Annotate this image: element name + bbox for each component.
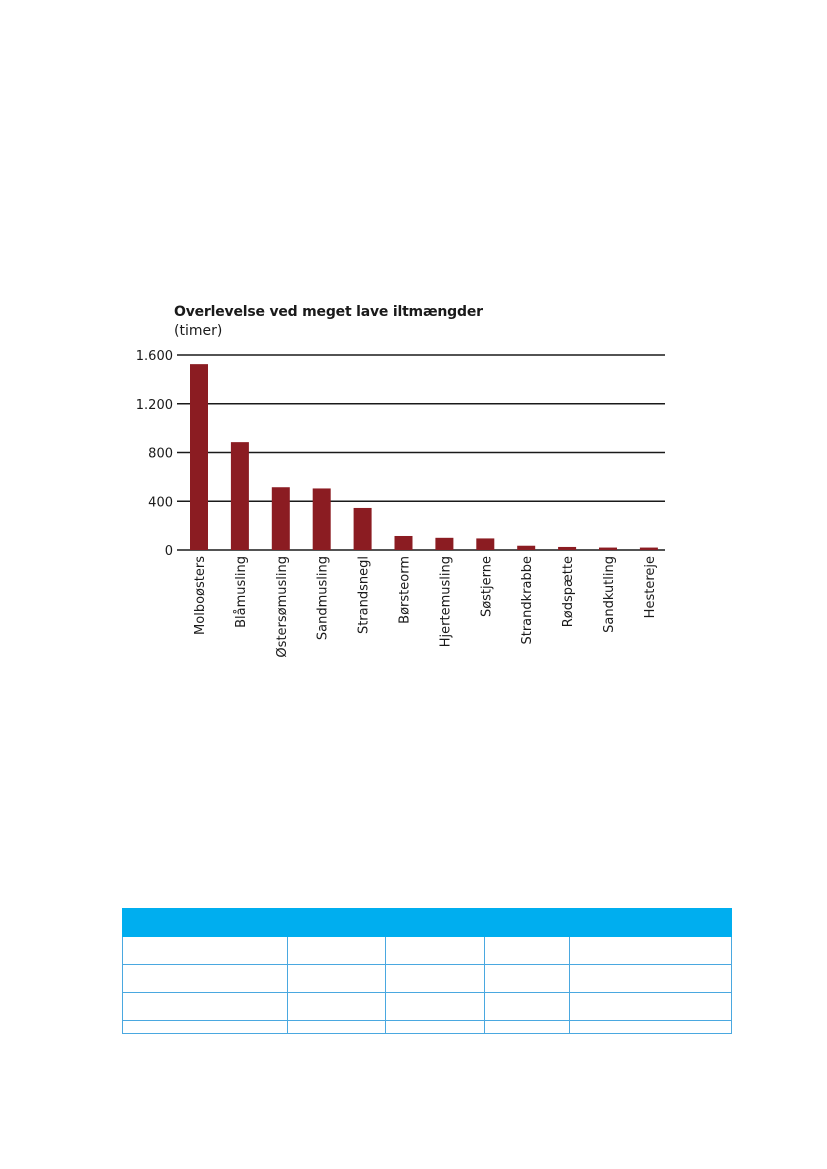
x-tick-label: Sandmusling (316, 556, 331, 640)
bar (312, 488, 331, 550)
table-cell (122, 936, 288, 965)
y-tick-label: 1.600 (136, 349, 173, 364)
table-cell (287, 1019, 386, 1035)
bar (517, 545, 536, 550)
table-cell (385, 1019, 485, 1035)
table-cell (484, 1019, 570, 1035)
bar (558, 546, 577, 550)
table-cell (385, 936, 485, 965)
table-cell (287, 936, 386, 965)
x-tick-label: Molboøsters (193, 556, 208, 635)
chart-title: Overlevelse ved meget lave iltmængder (174, 304, 483, 320)
bar (190, 364, 208, 550)
table-cell (122, 991, 288, 1021)
x-tick-label: Strandsnegl (357, 556, 372, 634)
table-row (122, 991, 732, 1021)
table-cell (484, 963, 570, 993)
table-cell (484, 991, 570, 1021)
x-tick-label: Hjertemusling (438, 556, 453, 647)
x-tick-label: Søstjerne (479, 556, 494, 617)
empty-table (122, 908, 732, 1035)
table-row (122, 1019, 732, 1035)
table-header-row (122, 908, 732, 937)
bar (394, 535, 413, 550)
chart-y-unit-label: (timer) (174, 323, 223, 339)
table-header-cell (385, 908, 485, 937)
table-header-cell (484, 908, 570, 937)
table-row (122, 963, 732, 993)
table-cell (122, 1019, 288, 1035)
x-tick-label: Børsteorm (398, 556, 413, 624)
table-cell (569, 991, 732, 1021)
table-cell (385, 963, 485, 993)
bar (353, 507, 372, 550)
table-cell (287, 991, 386, 1021)
bar-chart: 0 400 800 1.200 1.600 Molboøsters Blåmusling Øs… (136, 349, 665, 658)
bar (271, 487, 290, 550)
table-cell (569, 936, 732, 965)
y-tick-label: 1.200 (136, 398, 173, 413)
table-row (122, 936, 732, 965)
x-tick-label: Blåmusling (234, 556, 249, 628)
x-tick-label: Østersømusling (275, 556, 290, 658)
y-tick-label: 800 (148, 447, 173, 462)
table-header-cell (569, 908, 732, 937)
table-header-cell (122, 908, 288, 937)
table-cell (484, 936, 570, 965)
bar (230, 442, 249, 550)
x-tick-label: Rødspætte (561, 556, 576, 627)
table-header-cell (287, 908, 386, 937)
y-tick-label: 0 (165, 544, 173, 559)
bar (435, 537, 454, 550)
table-cell (385, 991, 485, 1021)
table-cell (569, 963, 732, 993)
bar (599, 547, 617, 550)
table-cell (287, 963, 386, 993)
x-tick-label: Sandkutling (602, 556, 617, 633)
x-tick-label: Hestereje (643, 556, 658, 618)
bar (639, 547, 658, 550)
x-tick-label: Strandkrabbe (520, 556, 535, 645)
bar (476, 538, 495, 550)
table-cell (122, 963, 288, 993)
table-cell (569, 1019, 732, 1035)
y-tick-label: 400 (148, 495, 173, 510)
